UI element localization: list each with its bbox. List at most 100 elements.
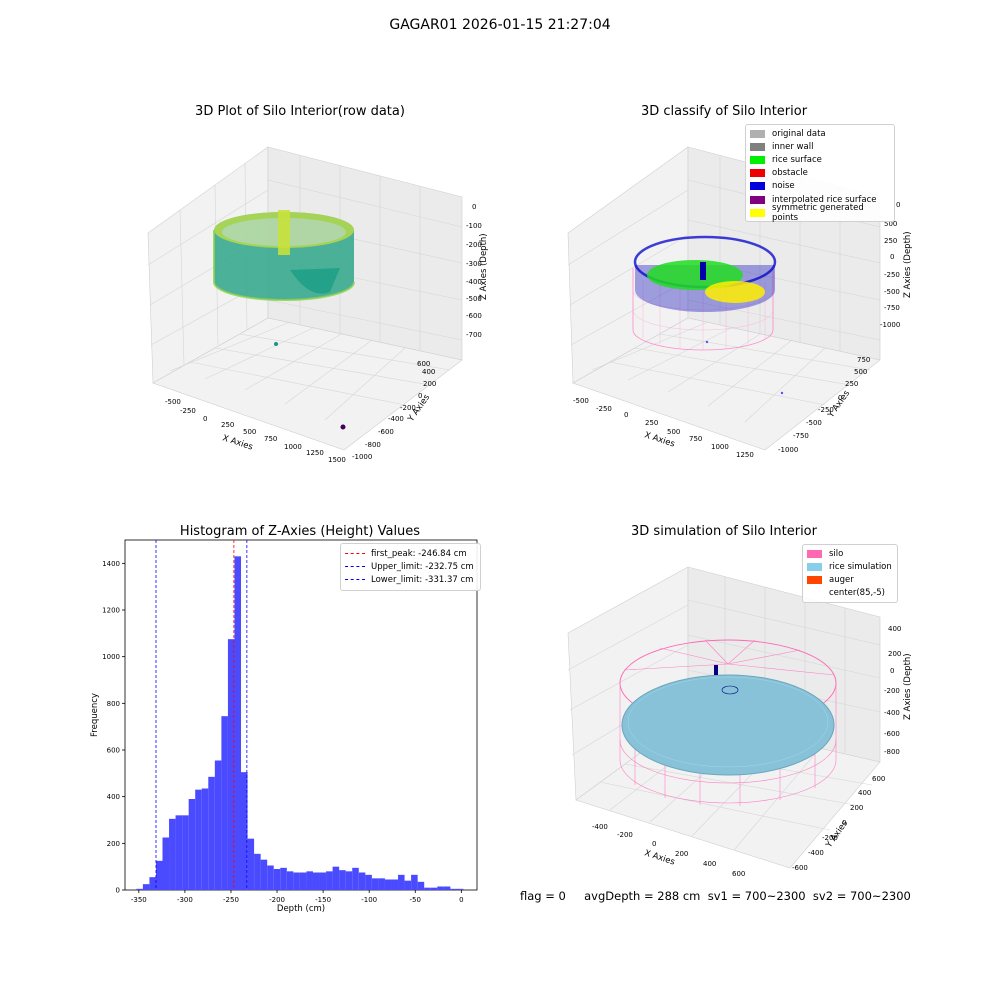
panel1-zlabel: Z Axies (Depth) — [479, 233, 489, 300]
y-tick: 0 — [842, 819, 846, 827]
z-tick: -750 — [884, 304, 900, 312]
legend-swatch — [807, 575, 822, 584]
x-tick: 1500 — [328, 456, 346, 464]
y-tick: 400 — [858, 789, 871, 797]
histogram-bar — [234, 556, 242, 890]
legend-item-center: center(85,-5) — [807, 587, 893, 600]
panel2-title: 3D classify of Silo Interior — [640, 104, 808, 119]
y-tick: 600 — [872, 775, 885, 783]
x-tick: 1250 — [306, 449, 324, 457]
y-tick: -600 — [378, 428, 394, 436]
y-tick: -200 — [822, 834, 838, 842]
histogram-bar — [227, 639, 235, 890]
histogram-bar — [149, 877, 156, 890]
legend-line — [345, 553, 365, 555]
x-tick: 400 — [703, 860, 716, 868]
z-tick: -600 — [884, 730, 900, 738]
y-tick-label: 0 — [116, 887, 120, 895]
histogram-bar — [378, 878, 385, 890]
y-tick: 400 — [422, 368, 435, 376]
histogram-bar — [404, 880, 412, 890]
z-tick: -200 — [466, 241, 482, 249]
legend-item-auger: auger — [807, 573, 893, 586]
y-tick: 600 — [417, 360, 430, 368]
legend-item-rice-surface: rice surface — [750, 153, 890, 166]
legend-item-obstacle: obstacle — [750, 167, 890, 180]
panel1-tick-labels: -500 -250 0 250 500 750 1000 1250 1500 -… — [165, 203, 482, 464]
y-tick: -600 — [792, 864, 808, 872]
z-tick: -400 — [884, 709, 900, 717]
legend-swatch — [750, 182, 765, 191]
y-tick: 0 — [418, 392, 422, 400]
figure-title: GAGAR01 2026-01-15 21:27:04 — [389, 17, 611, 33]
histogram-bars — [136, 556, 464, 890]
histogram-bar — [214, 760, 222, 890]
y-tick-label: 600 — [107, 747, 120, 755]
histogram-bar — [345, 871, 353, 890]
histogram-bar — [169, 818, 176, 890]
x-tick: 1000 — [711, 443, 729, 451]
y-tick: 200 — [423, 380, 436, 388]
histogram-bar — [371, 878, 379, 890]
histogram-chart: -350 -300 -250 -200 -150 -100 -50 0 0 200 400 600 8… — [90, 539, 478, 914]
histogram-bar — [286, 871, 294, 890]
histogram-x-ticks: -350 -300 -250 -200 -150 -100 -50 0 — [131, 890, 464, 904]
histogram-bar — [352, 867, 359, 890]
panel4-tick-labels: -400 -200 0 200 400 600 -600 -400 -200 0… — [592, 625, 901, 878]
legend-item-noise: noise — [750, 180, 890, 193]
panel2-tick-labels: -500 -250 0 250 500 750 1000 1250 -1000 … — [573, 201, 900, 459]
histogram-bar — [306, 871, 313, 890]
x-tick: -250 — [596, 405, 612, 413]
panel2-legend: original data inner wall rice surface ob… — [745, 124, 895, 223]
z-tick: 0 — [896, 201, 900, 209]
histogram-bar — [280, 867, 287, 890]
x-tick-label: 0 — [459, 896, 463, 904]
x-tick: 0 — [652, 840, 656, 848]
histogram-bar — [365, 874, 372, 890]
legend-item-interpolated: interpolated rice surface — [750, 193, 890, 206]
y-tick: 750 — [857, 356, 870, 364]
x-tick: -500 — [573, 397, 589, 405]
histogram-bar — [221, 716, 228, 890]
legend-swatch — [807, 549, 822, 558]
histogram-bar — [391, 879, 399, 890]
y-tick: -400 — [388, 415, 404, 423]
histogram-bar — [254, 853, 261, 890]
z-tick: 500 — [884, 220, 897, 228]
z-tick: -300 — [466, 260, 482, 268]
panel1-silo-points — [213, 210, 355, 430]
x-tick: -400 — [592, 823, 608, 831]
histogram-bar — [175, 815, 183, 890]
legend-swatch — [807, 562, 822, 571]
z-tick: 0 — [472, 203, 476, 211]
z-tick: -500 — [466, 295, 482, 303]
y-tick: -400 — [808, 849, 824, 857]
histogram-bar — [155, 860, 163, 890]
y-tick: 500 — [854, 368, 867, 376]
x-tick-label: -200 — [269, 896, 285, 904]
z-tick: -500 — [884, 288, 900, 296]
x-tick: 250 — [221, 421, 234, 429]
histogram-ylabel: Frequency — [90, 693, 100, 737]
histogram-bar — [312, 872, 320, 890]
y-tick-label: 1400 — [102, 560, 120, 568]
histogram-bar — [443, 886, 451, 890]
x-tick-label: -150 — [315, 896, 331, 904]
panel2-classified-points — [632, 235, 784, 395]
z-tick: -400 — [466, 278, 482, 286]
panel1-3d-axes: -500 -250 0 250 500 750 1000 1250 1500 -… — [147, 146, 489, 464]
legend-swatch — [750, 129, 765, 138]
histogram-bar — [260, 859, 268, 890]
x-tick-label: -300 — [177, 896, 193, 904]
histogram-bar — [188, 799, 196, 890]
histogram-bar — [136, 888, 143, 890]
histogram-bar — [332, 866, 340, 890]
x-tick: 0 — [624, 411, 628, 419]
x-tick: -200 — [617, 831, 633, 839]
x-tick: 200 — [675, 850, 688, 858]
z-tick: 0 — [890, 667, 894, 675]
histogram-bar — [162, 837, 170, 890]
y-tick: -800 — [365, 441, 381, 449]
histogram-bar — [267, 865, 274, 890]
histogram-bar — [424, 887, 431, 890]
